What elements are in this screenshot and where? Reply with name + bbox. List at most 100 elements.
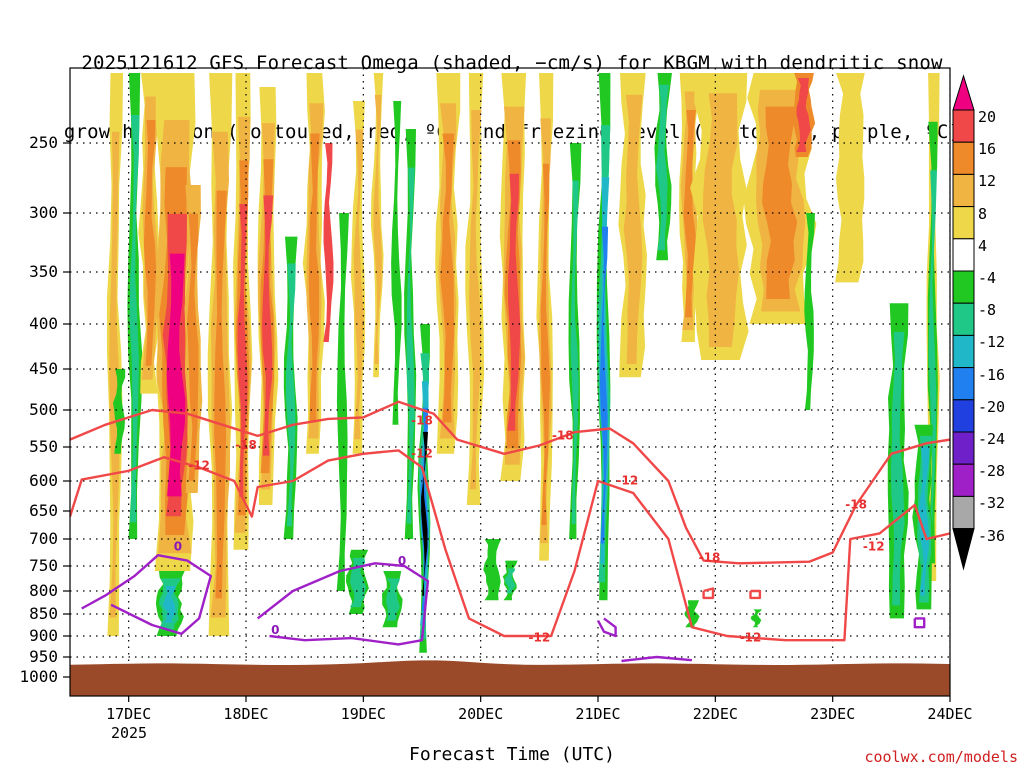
y-tick-label: 450 [29, 359, 58, 378]
omega-plume [890, 331, 905, 606]
contour-label: -12 [188, 459, 210, 473]
omega-plume [353, 129, 364, 440]
colorbar-segment [952, 173, 975, 208]
omega-plume [750, 609, 762, 628]
contour-dendritic-small-b [749, 589, 762, 600]
omega-plume [113, 369, 126, 454]
omega-plume [308, 133, 320, 423]
omega-plume [386, 578, 401, 621]
omega-plume [349, 557, 367, 608]
omega-plume [684, 600, 700, 628]
colorbar-segment [952, 399, 975, 433]
omega-plume [323, 143, 334, 342]
omega-plume [336, 213, 349, 591]
colorbar-label: -24 [978, 430, 1006, 448]
contour-label: 0 [174, 540, 182, 554]
contour-freezing-0-e [913, 617, 926, 629]
y-tick-label: 650 [29, 501, 58, 520]
contour-freezing-0-d [621, 655, 693, 663]
omega-plume [285, 263, 296, 527]
colorbar-label: 8 [978, 204, 988, 223]
omega-plume [166, 253, 186, 497]
colorbar-label: 12 [978, 172, 997, 191]
colorbar-cap-bottom [952, 528, 975, 571]
contour-label: -18 [552, 428, 574, 442]
omega-plume [918, 447, 930, 596]
contour-freezing-0-c [596, 617, 617, 638]
contour-label: 0 [271, 623, 279, 637]
colorbar-segment [952, 238, 975, 272]
ground-terrain [70, 660, 950, 696]
colorbar [952, 74, 975, 571]
plot-frame [69, 67, 951, 697]
y-tick-label: 550 [29, 437, 58, 456]
omega-plume [507, 173, 521, 431]
omega-plume [804, 213, 815, 410]
omega-plume [214, 190, 227, 599]
omega-plume [237, 204, 248, 497]
colorbar-segment [952, 302, 975, 336]
x-tick-label: 19DEC [340, 705, 386, 723]
colorbar-label: 16 [978, 140, 997, 159]
plot-grid [70, 68, 950, 696]
colorbar-segment [952, 495, 975, 530]
y-tick-label: 300 [29, 203, 58, 222]
contour-label: -12 [616, 474, 638, 488]
y-tick-label: 1000 [19, 667, 58, 686]
omega-plume [162, 586, 177, 623]
colorbar-cap-top [952, 74, 975, 111]
omega-plume [504, 568, 516, 594]
omega-plume [262, 195, 274, 456]
colorbar-label: -28 [978, 462, 1006, 481]
omega-plume [762, 106, 798, 299]
contour-label: -12 [863, 540, 885, 554]
y-tick-label: 600 [29, 471, 58, 490]
temperature-contours [70, 400, 950, 663]
ground-fill [70, 660, 950, 696]
colorbar-segment [952, 141, 975, 175]
omega-plume [406, 167, 415, 524]
colorbar-segment [952, 109, 975, 143]
contour-label: -12 [411, 446, 433, 460]
colorbar-label: -32 [978, 494, 1006, 513]
y-tick-label: 500 [29, 400, 58, 419]
colorbar-label: -16 [978, 365, 1006, 384]
colorbar-label: -4 [978, 269, 997, 287]
contour-dendritic-18 [70, 400, 950, 565]
omega-plume [623, 94, 643, 365]
x-tick-label: 22DEC [692, 705, 738, 723]
colorbar-segment [952, 463, 975, 497]
omega-plume [187, 213, 199, 481]
omega-plume [373, 94, 382, 365]
contour-label: -18 [845, 498, 867, 512]
omega-plume [599, 226, 609, 544]
x-tick-label: 20DEC [458, 705, 504, 723]
colorbar-segment [952, 206, 975, 240]
y-tick-label: 250 [29, 133, 58, 152]
colorbar-label: -36 [978, 526, 1006, 545]
contour-dendritic-12 [70, 449, 950, 642]
credit-text: coolwx.com/models [864, 748, 1018, 766]
omega-plume [143, 120, 157, 366]
y-tick-label: 350 [29, 262, 58, 281]
colorbar-segment [952, 367, 975, 401]
axis-ticks [63, 142, 951, 702]
colorbar-label: -12 [978, 333, 1006, 352]
x-axis-title: Forecast Time (UTC) [409, 744, 615, 765]
contour-label: -12 [740, 631, 762, 645]
y-tick-label: 750 [29, 556, 58, 575]
omega-plume [928, 170, 937, 545]
colorbar-segment [952, 431, 975, 465]
y-tick-label: 700 [29, 529, 58, 548]
colorbar-segment [952, 334, 975, 369]
omega-plume [440, 133, 455, 423]
x-axis-year: 2025 [110, 724, 148, 742]
omega-plume [469, 110, 482, 490]
omega-shading [106, 73, 940, 653]
x-tick-label: 18DEC [223, 705, 269, 723]
omega-plume [835, 73, 865, 283]
contour-label: 0 [398, 554, 406, 568]
contour-labels: -18 -12 -18 -12 -18 -12 -18 -12 -12 -18 -12 0 0 0 [174, 414, 885, 645]
y-tick-label: 950 [29, 647, 58, 666]
